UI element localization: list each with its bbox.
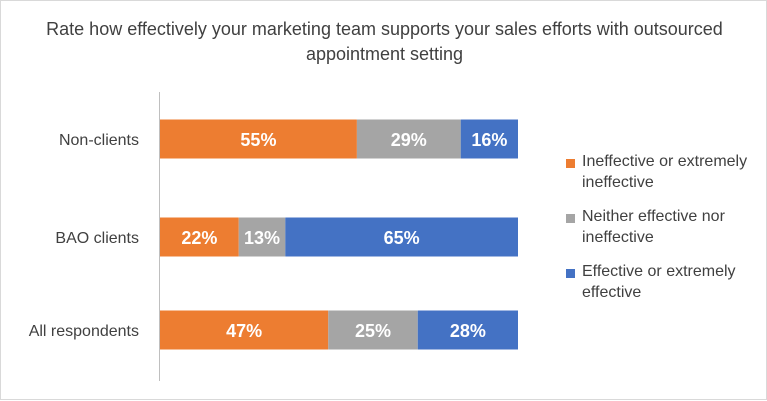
category-label-non-clients: Non-clients	[59, 132, 139, 149]
bar-non-clients-ineffective-or-extremely-ineffective	[160, 119, 357, 159]
legend-item-effective-or-extremely-effective: Effective or extremely effective	[566, 261, 766, 303]
chart-title: Rate how effectively your marketing team…	[46, 19, 723, 64]
data-label-bao-clients-neither-effective-nor-ineffective: 13%	[244, 228, 280, 248]
data-label-non-clients-effective-or-extremely-effective: 16%	[471, 130, 507, 150]
chart-legend: Ineffective or extremely ineffective Neit…	[566, 151, 766, 316]
bar-non-clients-effective-or-extremely-effective	[460, 119, 518, 159]
legend-swatch	[566, 159, 575, 168]
legend-swatch	[566, 214, 575, 223]
bar-all-respondents-neither-effective-nor-ineffective	[328, 310, 418, 350]
legend-label: Effective or extremely effective	[582, 263, 736, 301]
data-label-bao-clients-ineffective-or-extremely-ineffective: 22%	[181, 228, 217, 248]
data-label-all-respondents-ineffective-or-extremely-ineffective: 47%	[226, 321, 262, 341]
data-label-all-respondents-neither-effective-nor-ineffective: 25%	[355, 321, 391, 341]
legend-swatch	[566, 269, 575, 278]
bar-bao-clients-ineffective-or-extremely-ineffective	[160, 217, 239, 257]
legend-label: Neither effective nor ineffective	[582, 208, 725, 246]
bar-all-respondents-effective-or-extremely-effective	[417, 310, 518, 350]
data-label-non-clients-neither-effective-nor-ineffective: 29%	[391, 130, 427, 150]
legend-item-neither-effective-nor-ineffective: Neither effective nor ineffective	[566, 206, 766, 248]
data-label-all-respondents-effective-or-extremely-effective: 28%	[450, 321, 486, 341]
legend-item-ineffective-or-extremely-ineffective: Ineffective or extremely ineffective	[566, 151, 766, 193]
category-label-bao-clients: BAO clients	[55, 230, 139, 247]
bar-bao-clients-effective-or-extremely-effective	[285, 217, 518, 257]
data-label-bao-clients-effective-or-extremely-effective: 65%	[384, 228, 420, 248]
legend-label: Ineffective or extremely ineffective	[582, 153, 748, 191]
bar-non-clients-neither-effective-nor-ineffective	[356, 119, 461, 159]
bar-all-respondents-ineffective-or-extremely-ineffective	[160, 310, 329, 350]
data-label-non-clients-ineffective-or-extremely-ineffective: 55%	[240, 130, 276, 150]
bar-bao-clients-neither-effective-nor-ineffective	[238, 217, 286, 257]
category-label-all-respondents: All respondents	[29, 323, 139, 340]
